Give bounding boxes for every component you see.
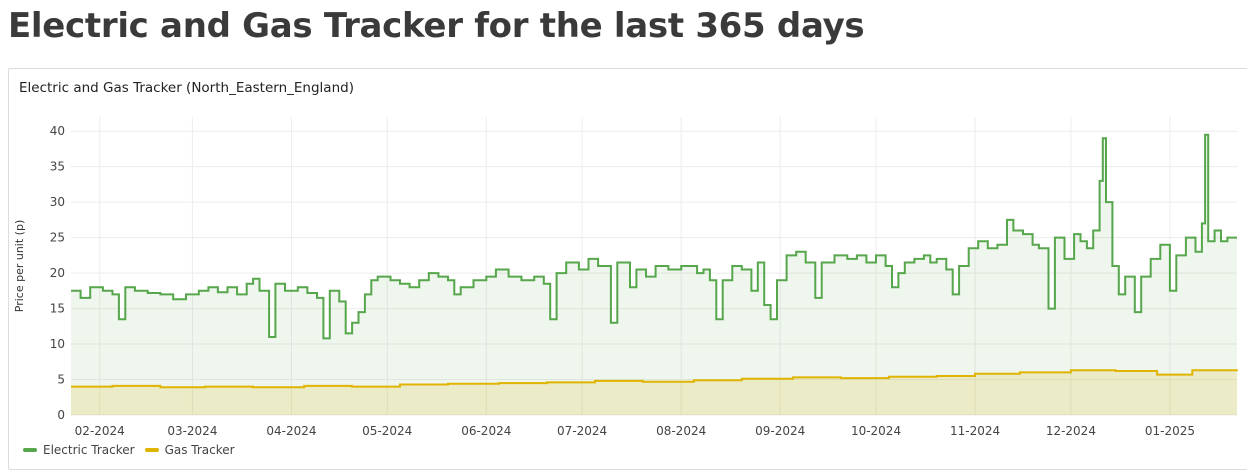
x-tick-label: 02-2024: [75, 424, 125, 438]
x-tick-label: 10-2024: [851, 424, 901, 438]
y-tick-label: 30: [50, 195, 65, 209]
y-tick-label: 25: [50, 231, 65, 245]
series-area-electric: [71, 134, 1237, 415]
x-tick-label: 05-2024: [362, 424, 412, 438]
legend: Electric Tracker Gas Tracker: [23, 443, 235, 457]
x-tick-label: 01-2025: [1145, 424, 1195, 438]
series-line-electric[interactable]: [71, 133, 1237, 340]
y-tick-label: 15: [50, 302, 65, 316]
y-tick-label: 5: [57, 373, 65, 387]
legend-item-gas[interactable]: Gas Tracker: [144, 443, 235, 457]
legend-swatch-gas: [144, 448, 159, 452]
y-tick-label: 0: [57, 408, 65, 422]
x-tick-label: 06-2024: [461, 424, 511, 438]
page-title: Electric and Gas Tracker for the last 36…: [8, 6, 865, 46]
y-tick-label: 35: [50, 160, 65, 174]
series-line-gas[interactable]: [71, 369, 1238, 389]
series-area-gas: [71, 369, 1237, 415]
chart-panel: Electric and Gas Tracker (North_Eastern_…: [8, 68, 1247, 470]
y-tick-label: 40: [50, 124, 65, 138]
legend-label-gas: Gas Tracker: [164, 443, 235, 457]
x-tick-label: 08-2024: [656, 424, 706, 438]
y-tick-label: 20: [50, 266, 65, 280]
x-tick-label: 07-2024: [557, 424, 607, 438]
y-axis-label: Price per unit (p): [13, 220, 26, 312]
legend-item-electric[interactable]: Electric Tracker: [23, 443, 135, 457]
y-tick-label: 10: [50, 337, 65, 351]
panel-title: Electric and Gas Tracker (North_Eastern_…: [19, 80, 354, 96]
x-tick-label: 09-2024: [755, 424, 805, 438]
x-tick-label: 11-2024: [950, 424, 1000, 438]
legend-label-electric: Electric Tracker: [43, 443, 135, 457]
x-tick-label: 04-2024: [266, 424, 316, 438]
chart-svg[interactable]: 0 5 10 15 20 25 30 35 40 02-2024 03-2024 04-2024 05-…: [9, 69, 1247, 469]
x-tick-label: 03-2024: [167, 424, 217, 438]
x-tick-label: 12-2024: [1046, 424, 1096, 438]
legend-swatch-electric: [23, 448, 37, 452]
